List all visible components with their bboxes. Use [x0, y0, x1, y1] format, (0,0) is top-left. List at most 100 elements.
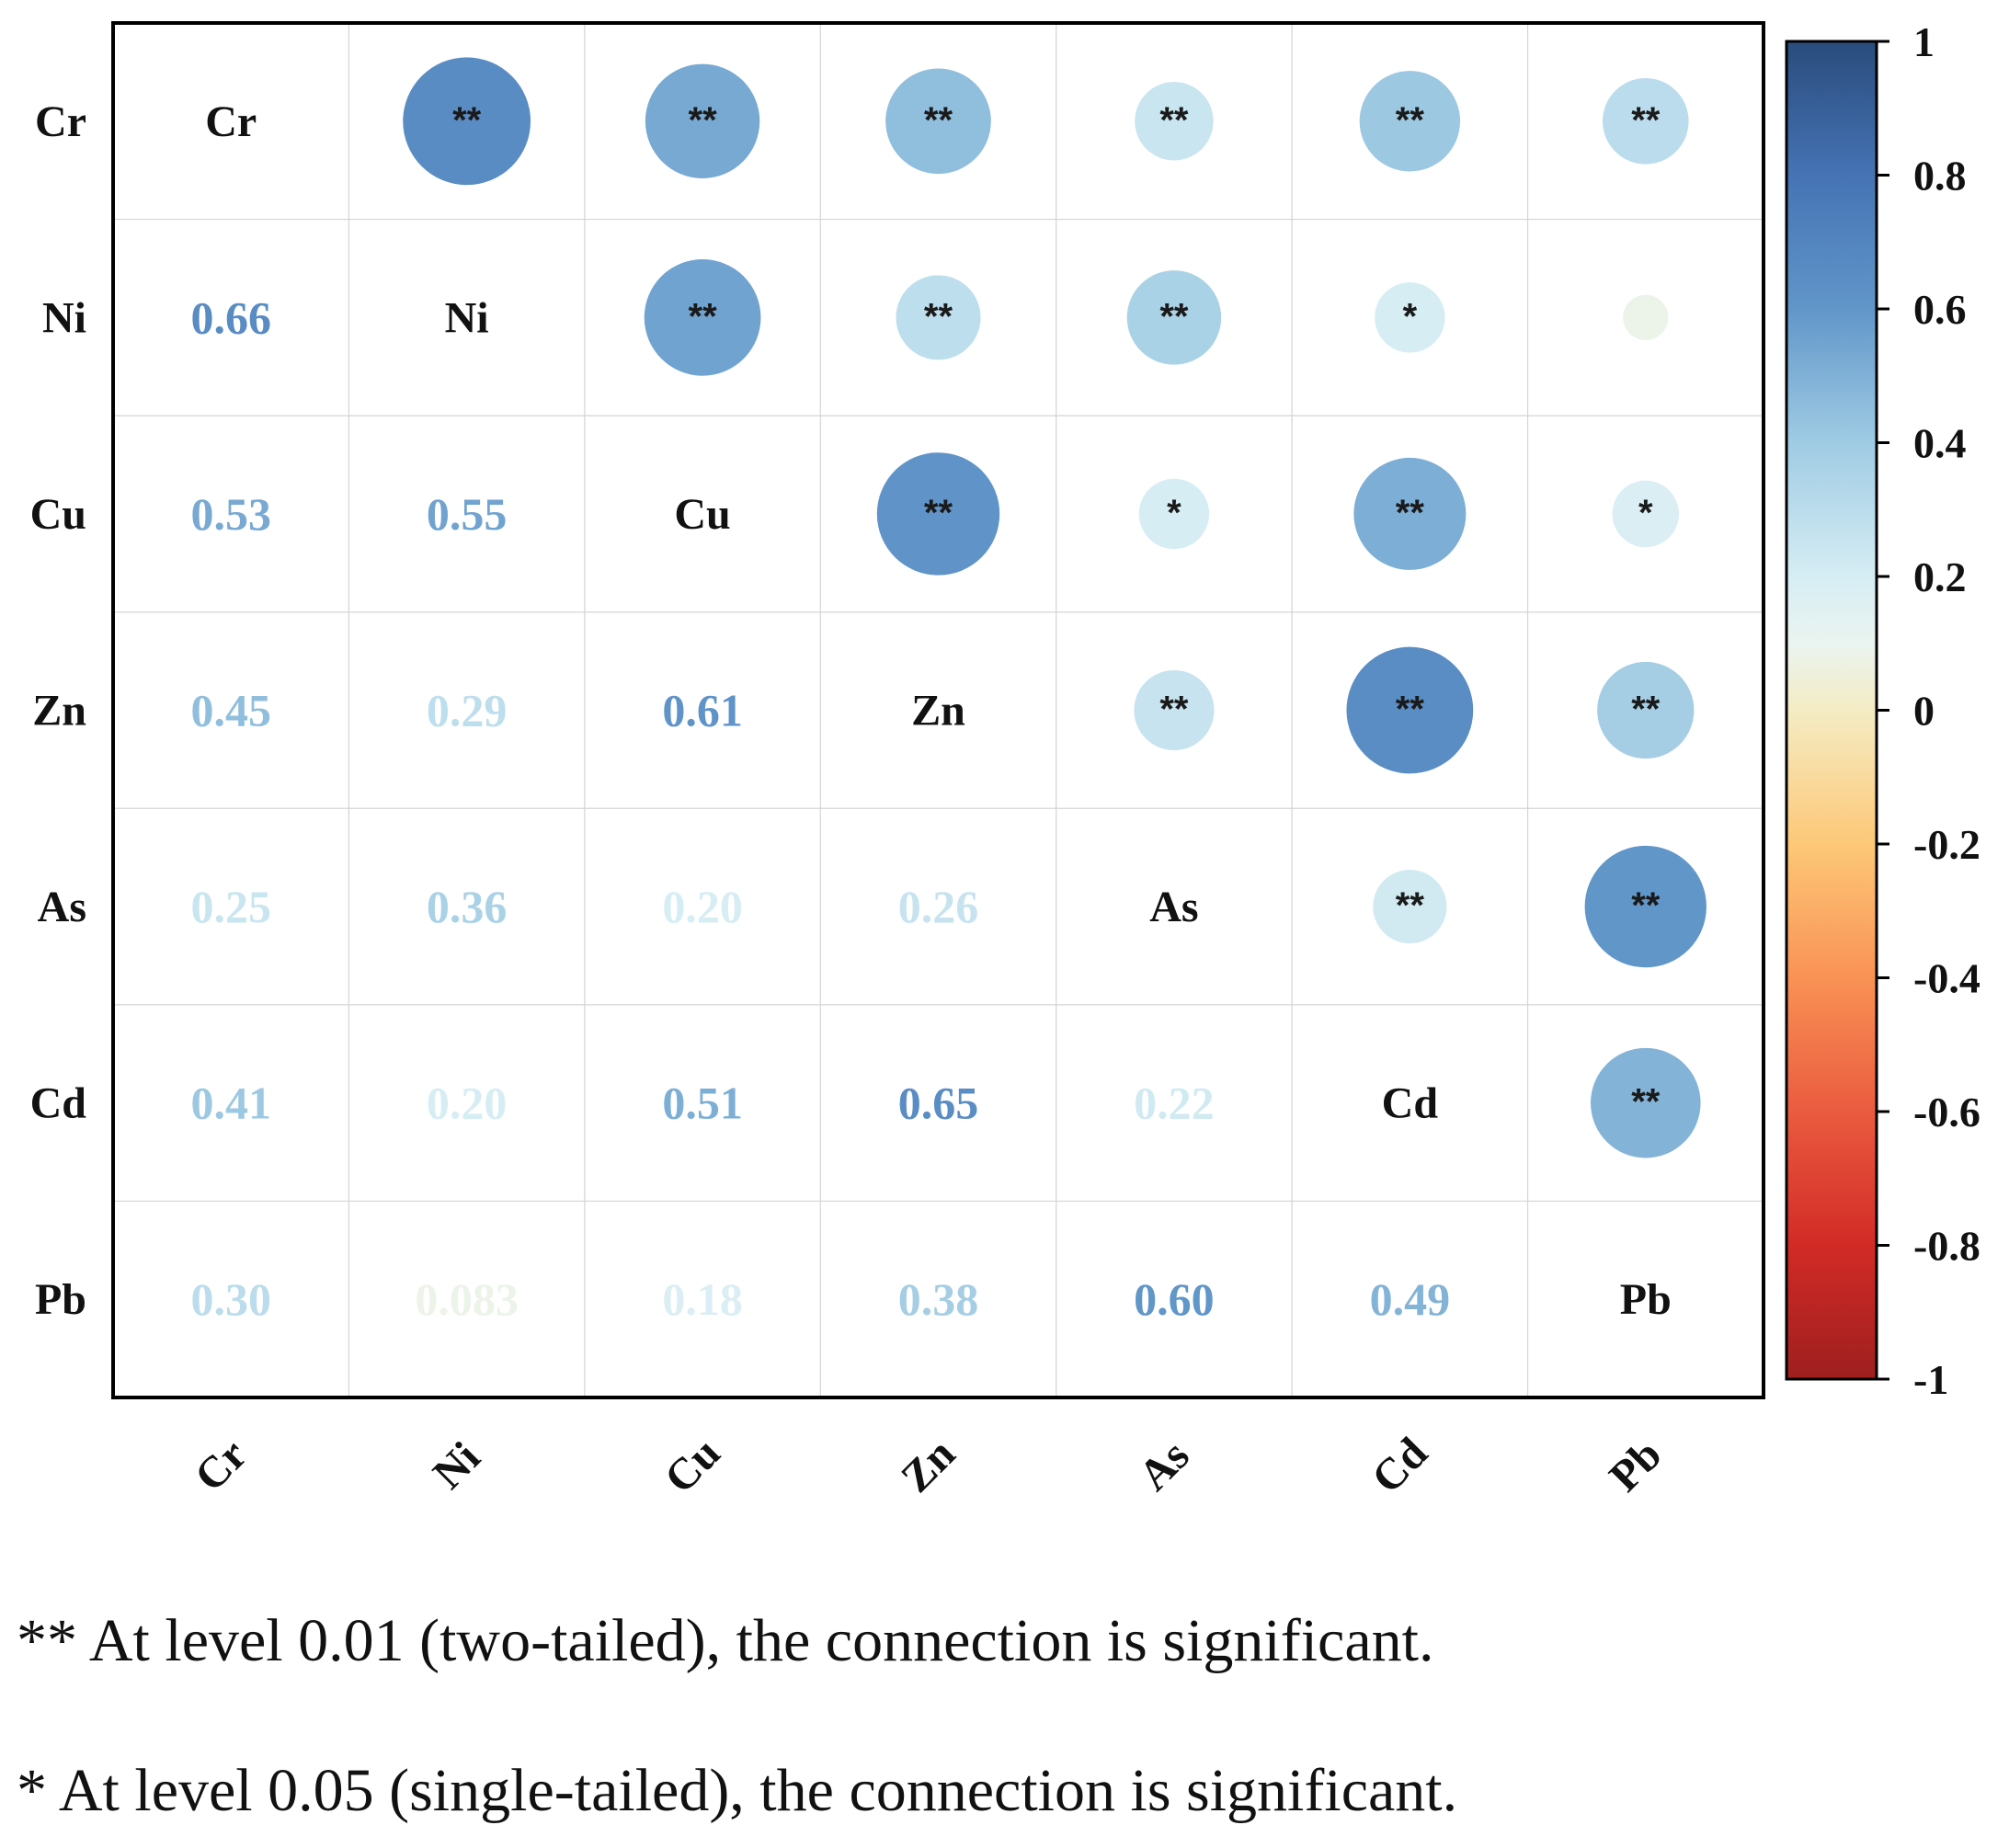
colorbar-tick-label: -1	[1913, 1356, 1948, 1403]
colorbar: 1 0.8 0.6 0.4 0.2 0 -0.2 -0.4 -0.6 -0.8 -1	[1785, 18, 1980, 1403]
diagonal-label: As	[1149, 883, 1198, 931]
significance-marker: **	[924, 493, 953, 533]
colorbar-tick-label: 1	[1913, 18, 1935, 65]
colorbar-tick-label: -0.6	[1913, 1089, 1980, 1135]
diagonal-label: Ni	[445, 293, 489, 342]
y-tick-label: Ni	[42, 293, 86, 342]
diagonal-label: Cu	[674, 490, 730, 539]
correlation-value-label: 0.65	[898, 1078, 979, 1129]
chart-marks: Cr ** ** ** ** ** **0.66 Ni ** ** ** *0.53 0.55 Cu ** *…	[190, 57, 1707, 1325]
y-tick-label: Cr	[35, 97, 86, 146]
correlation-circle	[1359, 71, 1461, 172]
correlation-circle	[1138, 478, 1210, 550]
footnote-double-star: ** At level 0.01 (two-tailed), the conne…	[17, 1607, 1434, 1674]
significance-marker: **	[1631, 885, 1661, 926]
footnote-single-star: * At level 0.05 (single-tailed), the con…	[17, 1757, 1458, 1824]
diagonal-label: Zn	[911, 687, 965, 736]
significance-marker: **	[1631, 690, 1661, 730]
x-tick-label: Cr	[186, 1431, 257, 1501]
correlation-circle	[1126, 270, 1222, 365]
diagonal-label: Cd	[1382, 1079, 1439, 1128]
significance-marker: *	[1638, 493, 1653, 533]
significance-marker: **	[1396, 690, 1425, 730]
correlation-value-label: 0.26	[898, 881, 979, 932]
x-tick-label: Cd	[1363, 1428, 1437, 1502]
correlation-circle	[1584, 845, 1707, 968]
correlation-value-label: 0.60	[1134, 1273, 1215, 1325]
significance-marker: **	[1159, 100, 1189, 141]
chart-axes: Cr Ni Cu Zn As Cd Pb Cr Ni Cu Zn As Cd Pb	[30, 21, 1765, 1503]
y-tick-label: Cd	[30, 1079, 87, 1128]
correlation-value-label: 0.083	[415, 1273, 519, 1325]
x-tick-label: Pb	[1600, 1430, 1671, 1500]
colorbar-tick-label: 0.4	[1913, 420, 1967, 467]
correlation-circle	[1134, 669, 1215, 751]
y-tick-label: Zn	[32, 687, 86, 736]
significance-marker: **	[689, 296, 718, 337]
diagonal-label: Pb	[1620, 1275, 1672, 1324]
significance-marker: **	[924, 100, 953, 141]
correlation-value-label: 0.45	[190, 685, 271, 736]
correlation-circle	[645, 63, 760, 178]
correlation-value-label: 0.41	[190, 1078, 271, 1129]
correlation-circle	[1590, 1047, 1701, 1158]
colorbar-tick-label: -0.4	[1913, 955, 1980, 1002]
correlation-value-label: 0.55	[427, 488, 508, 540]
significance-marker: **	[1396, 493, 1425, 533]
correlation-value-label: 0.20	[427, 1078, 508, 1129]
significance-marker: **	[1396, 885, 1425, 926]
correlation-value-label: 0.38	[898, 1273, 979, 1325]
significance-marker: **	[1631, 1082, 1661, 1123]
significance-marker: **	[1396, 100, 1425, 141]
correlation-value-label: 0.51	[662, 1078, 743, 1129]
correlation-circle	[1602, 77, 1689, 165]
correlation-value-label: 0.20	[662, 881, 743, 932]
colorbar-tick-label: -0.8	[1913, 1223, 1980, 1270]
correlation-value-label: 0.49	[1370, 1273, 1451, 1325]
significance-marker: **	[1159, 690, 1189, 730]
x-tick-label: As	[1129, 1431, 1198, 1500]
y-tick-label: As	[38, 883, 86, 931]
correlation-value-label: 0.18	[662, 1273, 743, 1325]
correlation-value-label: 0.25	[190, 881, 271, 932]
correlation-circle	[885, 68, 991, 175]
correlation-circle	[1135, 82, 1214, 161]
correlation-value-label: 0.53	[190, 488, 271, 540]
correlation-value-label: 0.30	[190, 1273, 271, 1325]
y-tick-label: Cu	[30, 490, 86, 539]
correlation-circle	[1612, 480, 1680, 548]
significance-marker: **	[1631, 100, 1661, 141]
correlation-circle	[1597, 661, 1695, 759]
correlation-circle	[1346, 646, 1474, 774]
significance-marker: **	[924, 296, 953, 337]
correlation-value-label: 0.36	[427, 881, 508, 932]
correlation-value-label: 0.29	[427, 685, 508, 736]
significance-marker: *	[1167, 493, 1181, 533]
correlation-value-label: 0.22	[1134, 1078, 1215, 1129]
colorbar-tick-label: 0.6	[1913, 286, 1967, 333]
correlation-circle	[644, 259, 761, 376]
correlation-circle	[896, 275, 981, 360]
plot-frame	[111, 21, 1765, 1399]
x-tick-label: Zn	[892, 1430, 965, 1502]
y-tick-label: Pb	[35, 1275, 86, 1324]
correlation-circle	[1375, 282, 1445, 353]
significance-marker: *	[1403, 296, 1418, 337]
significance-marker: **	[452, 100, 482, 141]
colorbar-tick-label: 0.8	[1913, 153, 1967, 200]
correlation-circle	[403, 57, 531, 186]
x-tick-label: Ni	[424, 1432, 489, 1498]
correlation-value-label: 0.61	[662, 685, 743, 736]
correlation-circle	[876, 452, 1000, 576]
significance-marker: **	[689, 100, 718, 141]
significance-marker: **	[1159, 296, 1189, 337]
correlation-circle	[1373, 870, 1447, 944]
colorbar-tick-label: 0.2	[1913, 553, 1967, 600]
correlation-circle	[1623, 294, 1669, 340]
colorbar-tick-label: -0.2	[1913, 821, 1980, 868]
colorbar-rect	[1785, 40, 1878, 1381]
correlation-circle	[1353, 457, 1467, 570]
diagonal-label: Cr	[205, 97, 257, 146]
x-tick-label: Cu	[656, 1429, 730, 1503]
